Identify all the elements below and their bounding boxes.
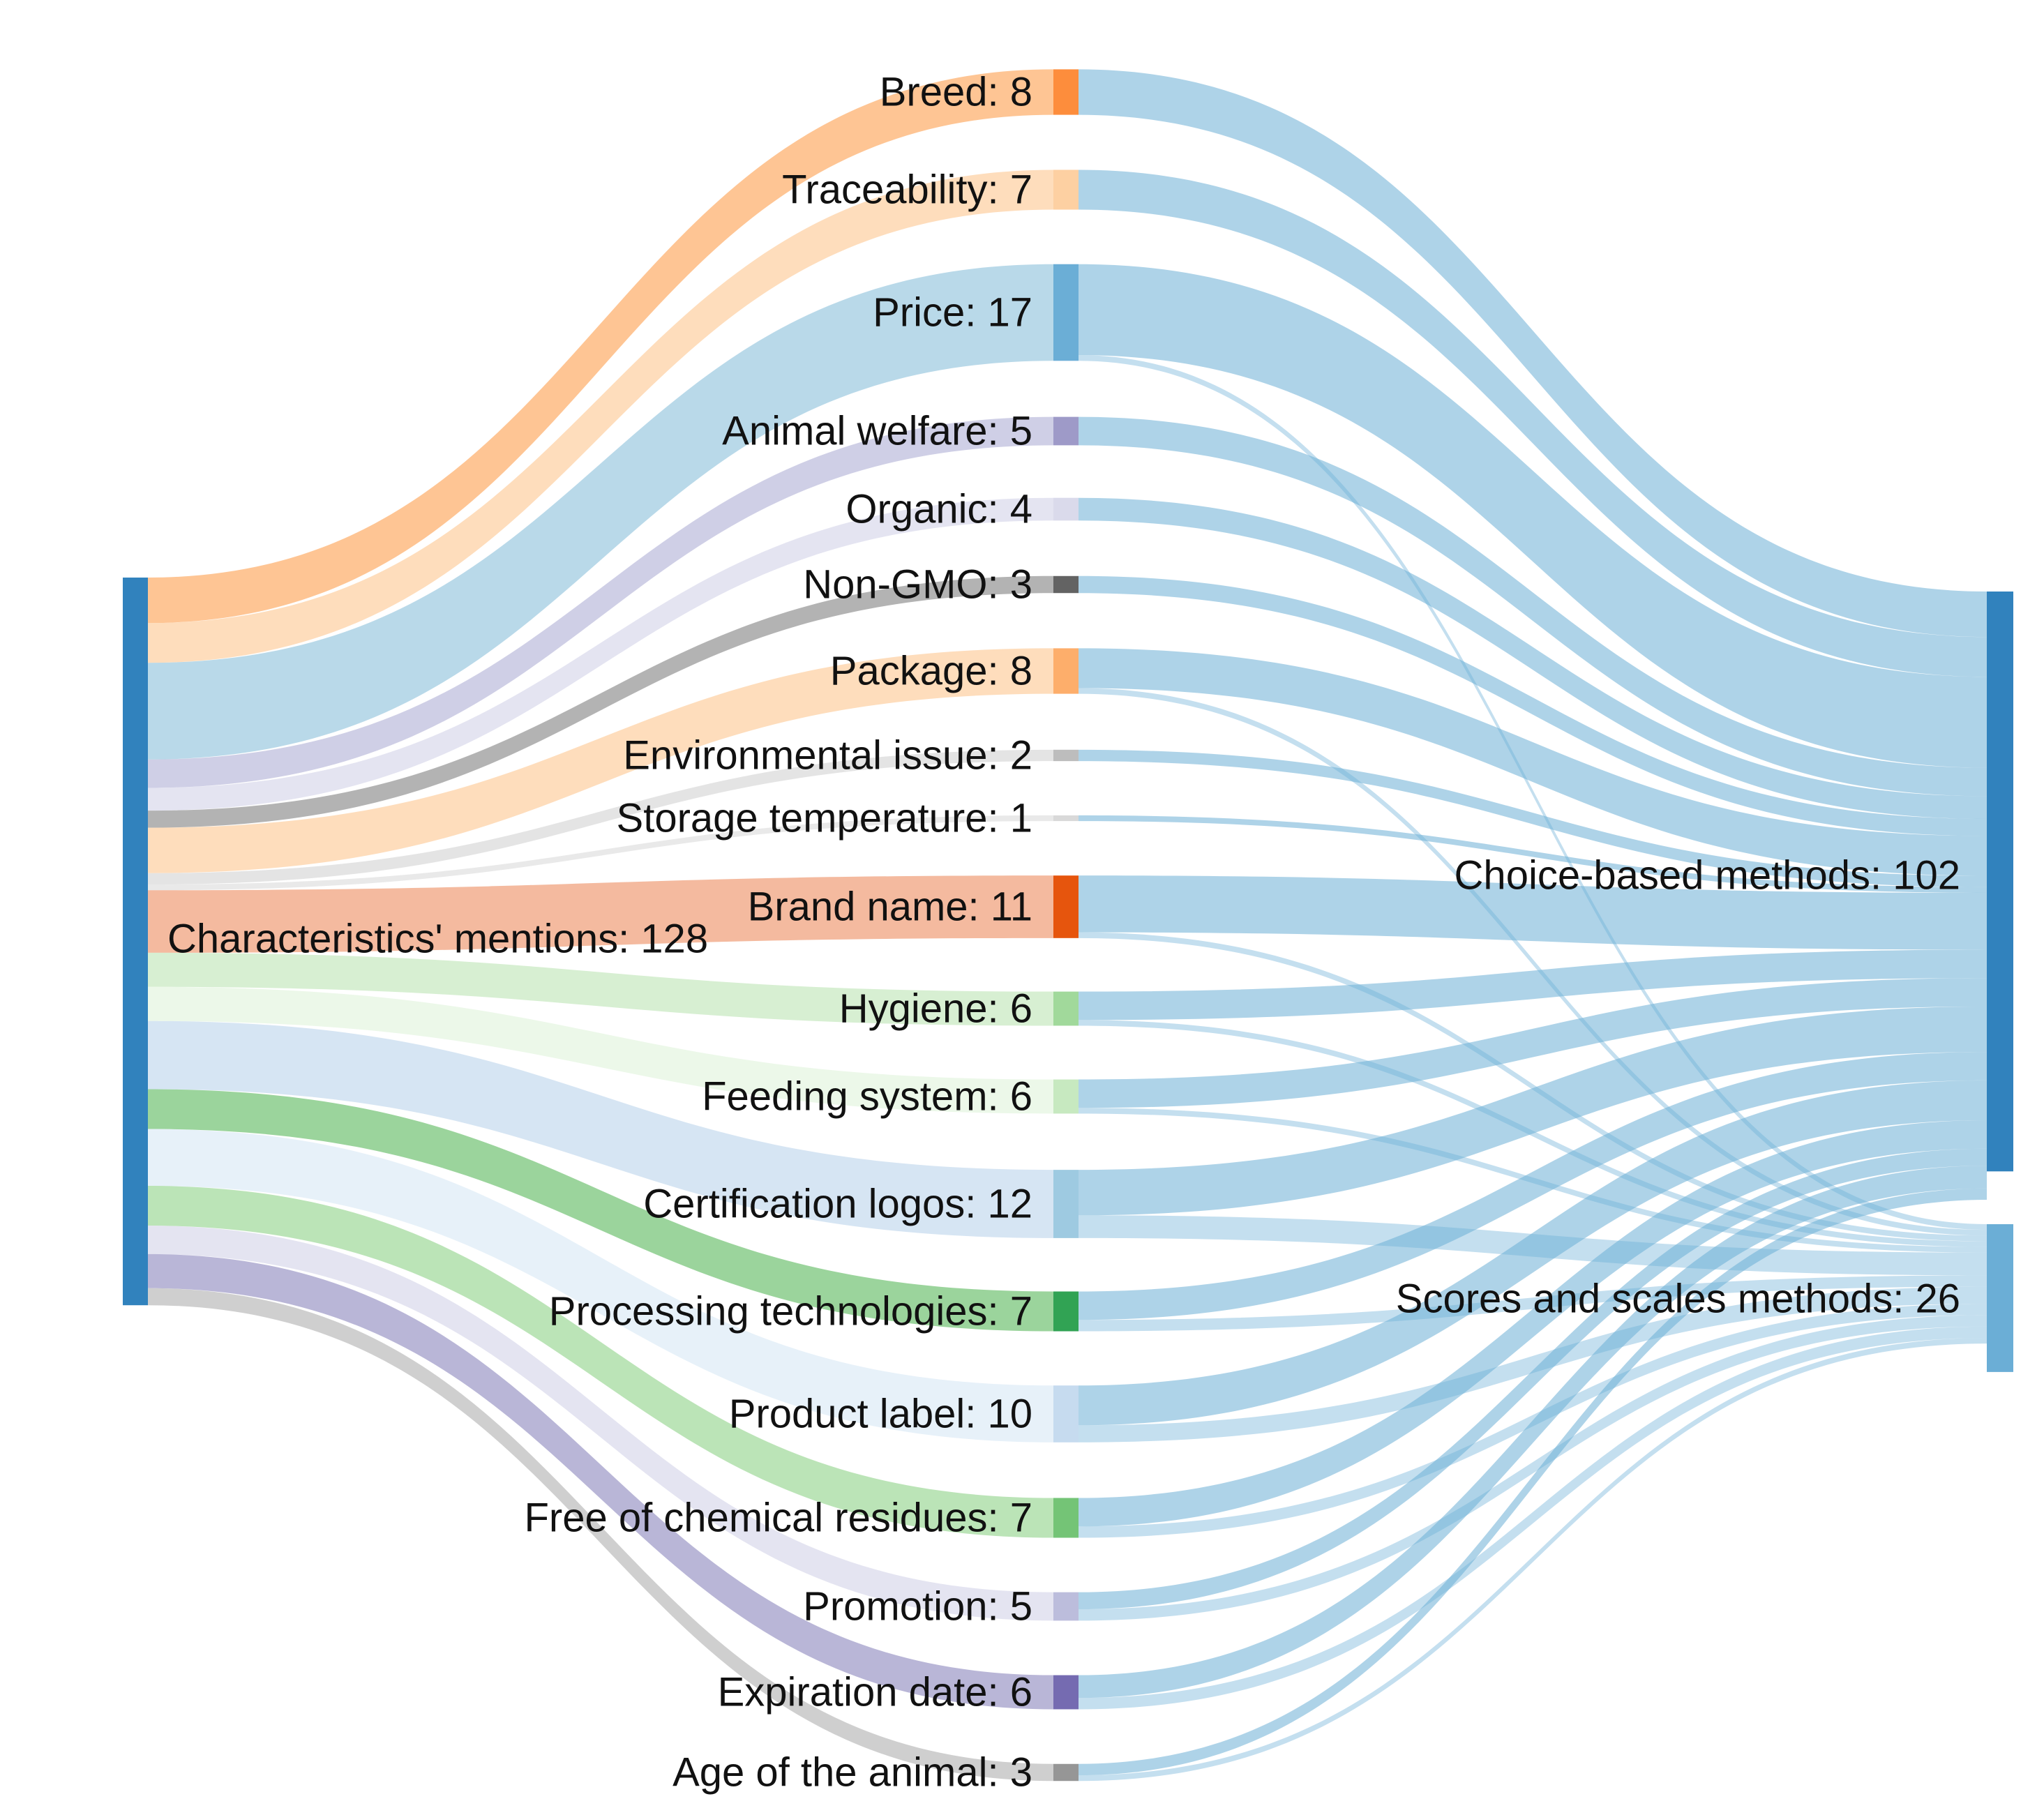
link-traceability-to-choice-based <box>1079 170 1987 677</box>
link-expiration-date-to-scores-and-scales <box>1079 1326 1987 1710</box>
label-package: Package: 8 <box>830 649 1032 694</box>
link-breed-to-choice-based <box>1079 69 1987 638</box>
label-scores-and-scales-methods: Scores and scales methods: 26 <box>1396 1276 1960 1322</box>
node-feeding-system <box>1053 1079 1079 1114</box>
label-storage-temperature: Storage temperature: 1 <box>617 796 1032 841</box>
link-package-to-choice-based <box>1079 648 1987 876</box>
node-brand-name <box>1053 875 1079 938</box>
node-price <box>1053 264 1079 361</box>
node-environmental-issue <box>1053 749 1079 762</box>
link-brand-name-to-choice-based <box>1079 875 1987 950</box>
link-certification-logos-to-choice-based <box>1079 1006 1987 1216</box>
label-expiration-date: Expiration date: 6 <box>718 1670 1032 1715</box>
link-price-to-choice-based <box>1079 264 1987 768</box>
link-package-to-scores-and-scales <box>1079 688 1987 1236</box>
label-processing-technologies: Processing technologies: 7 <box>549 1289 1032 1334</box>
link-source-storage-temperature <box>148 815 1053 891</box>
node-traceability <box>1053 170 1079 210</box>
link-animal-welfare-to-choice-based <box>1079 416 1987 797</box>
label-organic: Organic: 4 <box>846 487 1032 532</box>
node-hygiene <box>1053 991 1079 1026</box>
link-brand-name-to-scores-and-scales <box>1079 932 1987 1242</box>
node-organic <box>1053 497 1079 521</box>
link-free-of-chemical-residues-to-choice-based <box>1079 1120 1987 1527</box>
link-hygiene-to-choice-based <box>1079 949 1987 1021</box>
node-promotion <box>1053 1592 1079 1621</box>
label-certification-logos: Certification logos: 12 <box>643 1182 1032 1227</box>
label-animal-welfare: Animal welfare: 5 <box>722 409 1032 454</box>
source-links <box>148 69 1053 1782</box>
label-choice-based-methods: Choice-based methods: 102 <box>1455 853 1960 898</box>
node-age-of-the-animal <box>1053 1763 1079 1782</box>
link-age-of-the-animal-to-scores-and-scales <box>1079 1338 1987 1782</box>
link-price-to-scores-and-scales <box>1079 355 1987 1230</box>
label-price: Price: 17 <box>873 290 1032 336</box>
node-processing-technologies <box>1053 1291 1079 1332</box>
link-source-promotion <box>148 1226 1053 1621</box>
link-source-breed <box>148 69 1053 624</box>
node-characteristics-mentions <box>123 578 148 1306</box>
link-source-price <box>148 264 1053 760</box>
link-promotion-to-scores-and-scales <box>1079 1315 1987 1621</box>
link-source-package <box>148 648 1053 873</box>
label-non-gmo: Non-GMO: 3 <box>803 562 1032 608</box>
link-source-product-label <box>148 1129 1053 1443</box>
target-links <box>1079 69 1987 1782</box>
label-age-of-the-animal: Age of the animal: 3 <box>672 1750 1032 1795</box>
link-processing-technologies-to-scores-and-scales <box>1079 1275 1987 1332</box>
link-source-non-gmo <box>148 575 1053 828</box>
node-package <box>1053 648 1079 694</box>
label-breed: Breed: 8 <box>880 70 1032 115</box>
label-free-of-chemical-residues: Free of chemical residues: 7 <box>524 1496 1032 1541</box>
label-characteristics-mentions: Characteristics' mentions: 128 <box>167 917 708 962</box>
link-source-animal-welfare <box>148 416 1053 788</box>
nodes <box>123 69 2013 1782</box>
link-source-feeding-system <box>148 986 1053 1114</box>
link-source-brand-name <box>148 875 1053 953</box>
link-source-free-of-chemical-residues <box>148 1186 1053 1538</box>
node-labels: Breed: 8 Traceability: 7 Price: 17 Animal w… <box>167 70 1960 1795</box>
node-certification-logos <box>1053 1170 1079 1238</box>
link-organic-to-choice-based <box>1079 497 1987 819</box>
link-non-gmo-to-choice-based <box>1079 575 1987 836</box>
node-free-of-chemical-residues <box>1053 1498 1079 1538</box>
link-processing-technologies-to-choice-based <box>1079 1052 1987 1320</box>
link-source-processing-technologies <box>148 1089 1053 1332</box>
label-feeding-system: Feeding system: 6 <box>702 1074 1032 1120</box>
link-source-age-of-the-animal <box>148 1288 1053 1782</box>
link-product-label-to-scores-and-scales <box>1079 1286 1987 1443</box>
node-animal-welfare <box>1053 416 1079 446</box>
label-traceability: Traceability: 7 <box>782 167 1032 213</box>
link-environmental-issue-to-choice-based <box>1079 749 1987 887</box>
node-non-gmo <box>1053 575 1079 594</box>
label-brand-name: Brand name: 11 <box>748 884 1032 930</box>
link-source-traceability <box>148 170 1053 663</box>
link-source-environmental-issue <box>148 749 1053 885</box>
link-source-expiration-date <box>148 1253 1053 1710</box>
link-source-organic <box>148 497 1053 811</box>
node-product-label <box>1053 1385 1079 1443</box>
link-promotion-to-choice-based <box>1079 1148 1987 1610</box>
link-expiration-date-to-choice-based <box>1079 1166 1987 1699</box>
link-age-of-the-animal-to-choice-based <box>1079 1188 1987 1776</box>
link-source-certification-logos <box>148 1021 1053 1238</box>
node-storage-temperature <box>1053 815 1079 822</box>
label-environmental-issue: Environmental issue: 2 <box>623 733 1032 778</box>
link-feeding-system-to-choice-based <box>1079 978 1987 1108</box>
link-product-label-to-choice-based <box>1079 1080 1987 1426</box>
label-product-label: Product label: 10 <box>729 1392 1032 1437</box>
link-storage-temperature-to-choice-based <box>1079 815 1987 893</box>
node-scores-and-scales-methods <box>1987 1224 2013 1372</box>
label-promotion: Promotion: 5 <box>803 1584 1032 1629</box>
link-source-hygiene <box>148 952 1053 1026</box>
node-expiration-date <box>1053 1675 1079 1710</box>
node-breed <box>1053 69 1079 115</box>
label-hygiene: Hygiene: 6 <box>839 986 1032 1032</box>
node-choice-based-methods <box>1987 592 2013 1172</box>
